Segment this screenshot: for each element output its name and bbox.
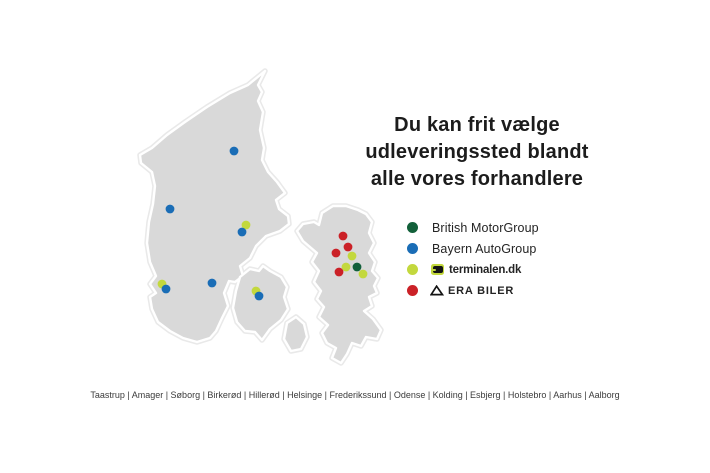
legend-label-terminalen: terminalen.dk	[449, 263, 522, 276]
bayern-autogroup-dot-icon	[407, 243, 418, 254]
legend-item-era-biler: ERA BILER	[407, 284, 539, 297]
map-marker-bayern-autogroup	[237, 227, 247, 237]
map-region-langeland	[282, 315, 309, 353]
map-marker-bayern-autogroup	[161, 284, 171, 294]
title-line-2: udleveringssted blandt	[365, 141, 589, 163]
map-marker-bayern-autogroup	[207, 278, 217, 288]
legend: British MotorGroup Bayern AutoGroup term…	[407, 221, 539, 305]
map-marker-era-biler	[334, 267, 344, 277]
map-marker-terminalen	[358, 269, 368, 279]
map-marker-british-motorgroup	[352, 262, 362, 272]
map-marker-terminalen	[241, 220, 251, 230]
title-line-1: Du kan frit vælge	[394, 114, 560, 136]
british-motorgroup-dot-icon	[407, 222, 418, 233]
legend-label-british-motorgroup: British MotorGroup	[432, 220, 539, 235]
legend-item-british-motorgroup: British MotorGroup	[407, 220, 539, 235]
map-marker-bayern-autogroup	[254, 291, 264, 301]
map-marker-era-biler	[338, 231, 348, 241]
legend-item-terminalen: terminalen.dk	[407, 263, 539, 276]
map-marker-bayern-autogroup	[165, 204, 175, 214]
map-markers	[157, 146, 368, 301]
legend-label-bayern-autogroup: Bayern AutoGroup	[432, 241, 537, 256]
terminalen-dot-icon	[407, 264, 418, 275]
era-biler-dot-icon	[407, 285, 418, 296]
map-marker-terminalen	[347, 251, 357, 261]
title-line-3: alle vores forhandlere	[370, 168, 584, 190]
page-title: Du kan frit vælge udleveringssted blandt…	[336, 112, 618, 193]
terminalen-logo-slit	[432, 268, 436, 271]
map-marker-era-biler	[343, 242, 353, 252]
map-marker-terminalen	[341, 262, 351, 272]
terminalen-logo-icon	[431, 263, 444, 276]
era-biler-logo-icon	[430, 285, 444, 296]
terminalen-logo-glyph	[432, 265, 443, 274]
city-list: Taastrup | Amager | Søborg | Birkerød | …	[90, 390, 620, 400]
legend-label-era-biler: ERA BILER	[448, 284, 515, 297]
map-marker-bayern-autogroup	[229, 146, 239, 156]
map-marker-era-biler	[331, 248, 341, 258]
legend-item-bayern-autogroup: Bayern AutoGroup	[407, 241, 539, 256]
